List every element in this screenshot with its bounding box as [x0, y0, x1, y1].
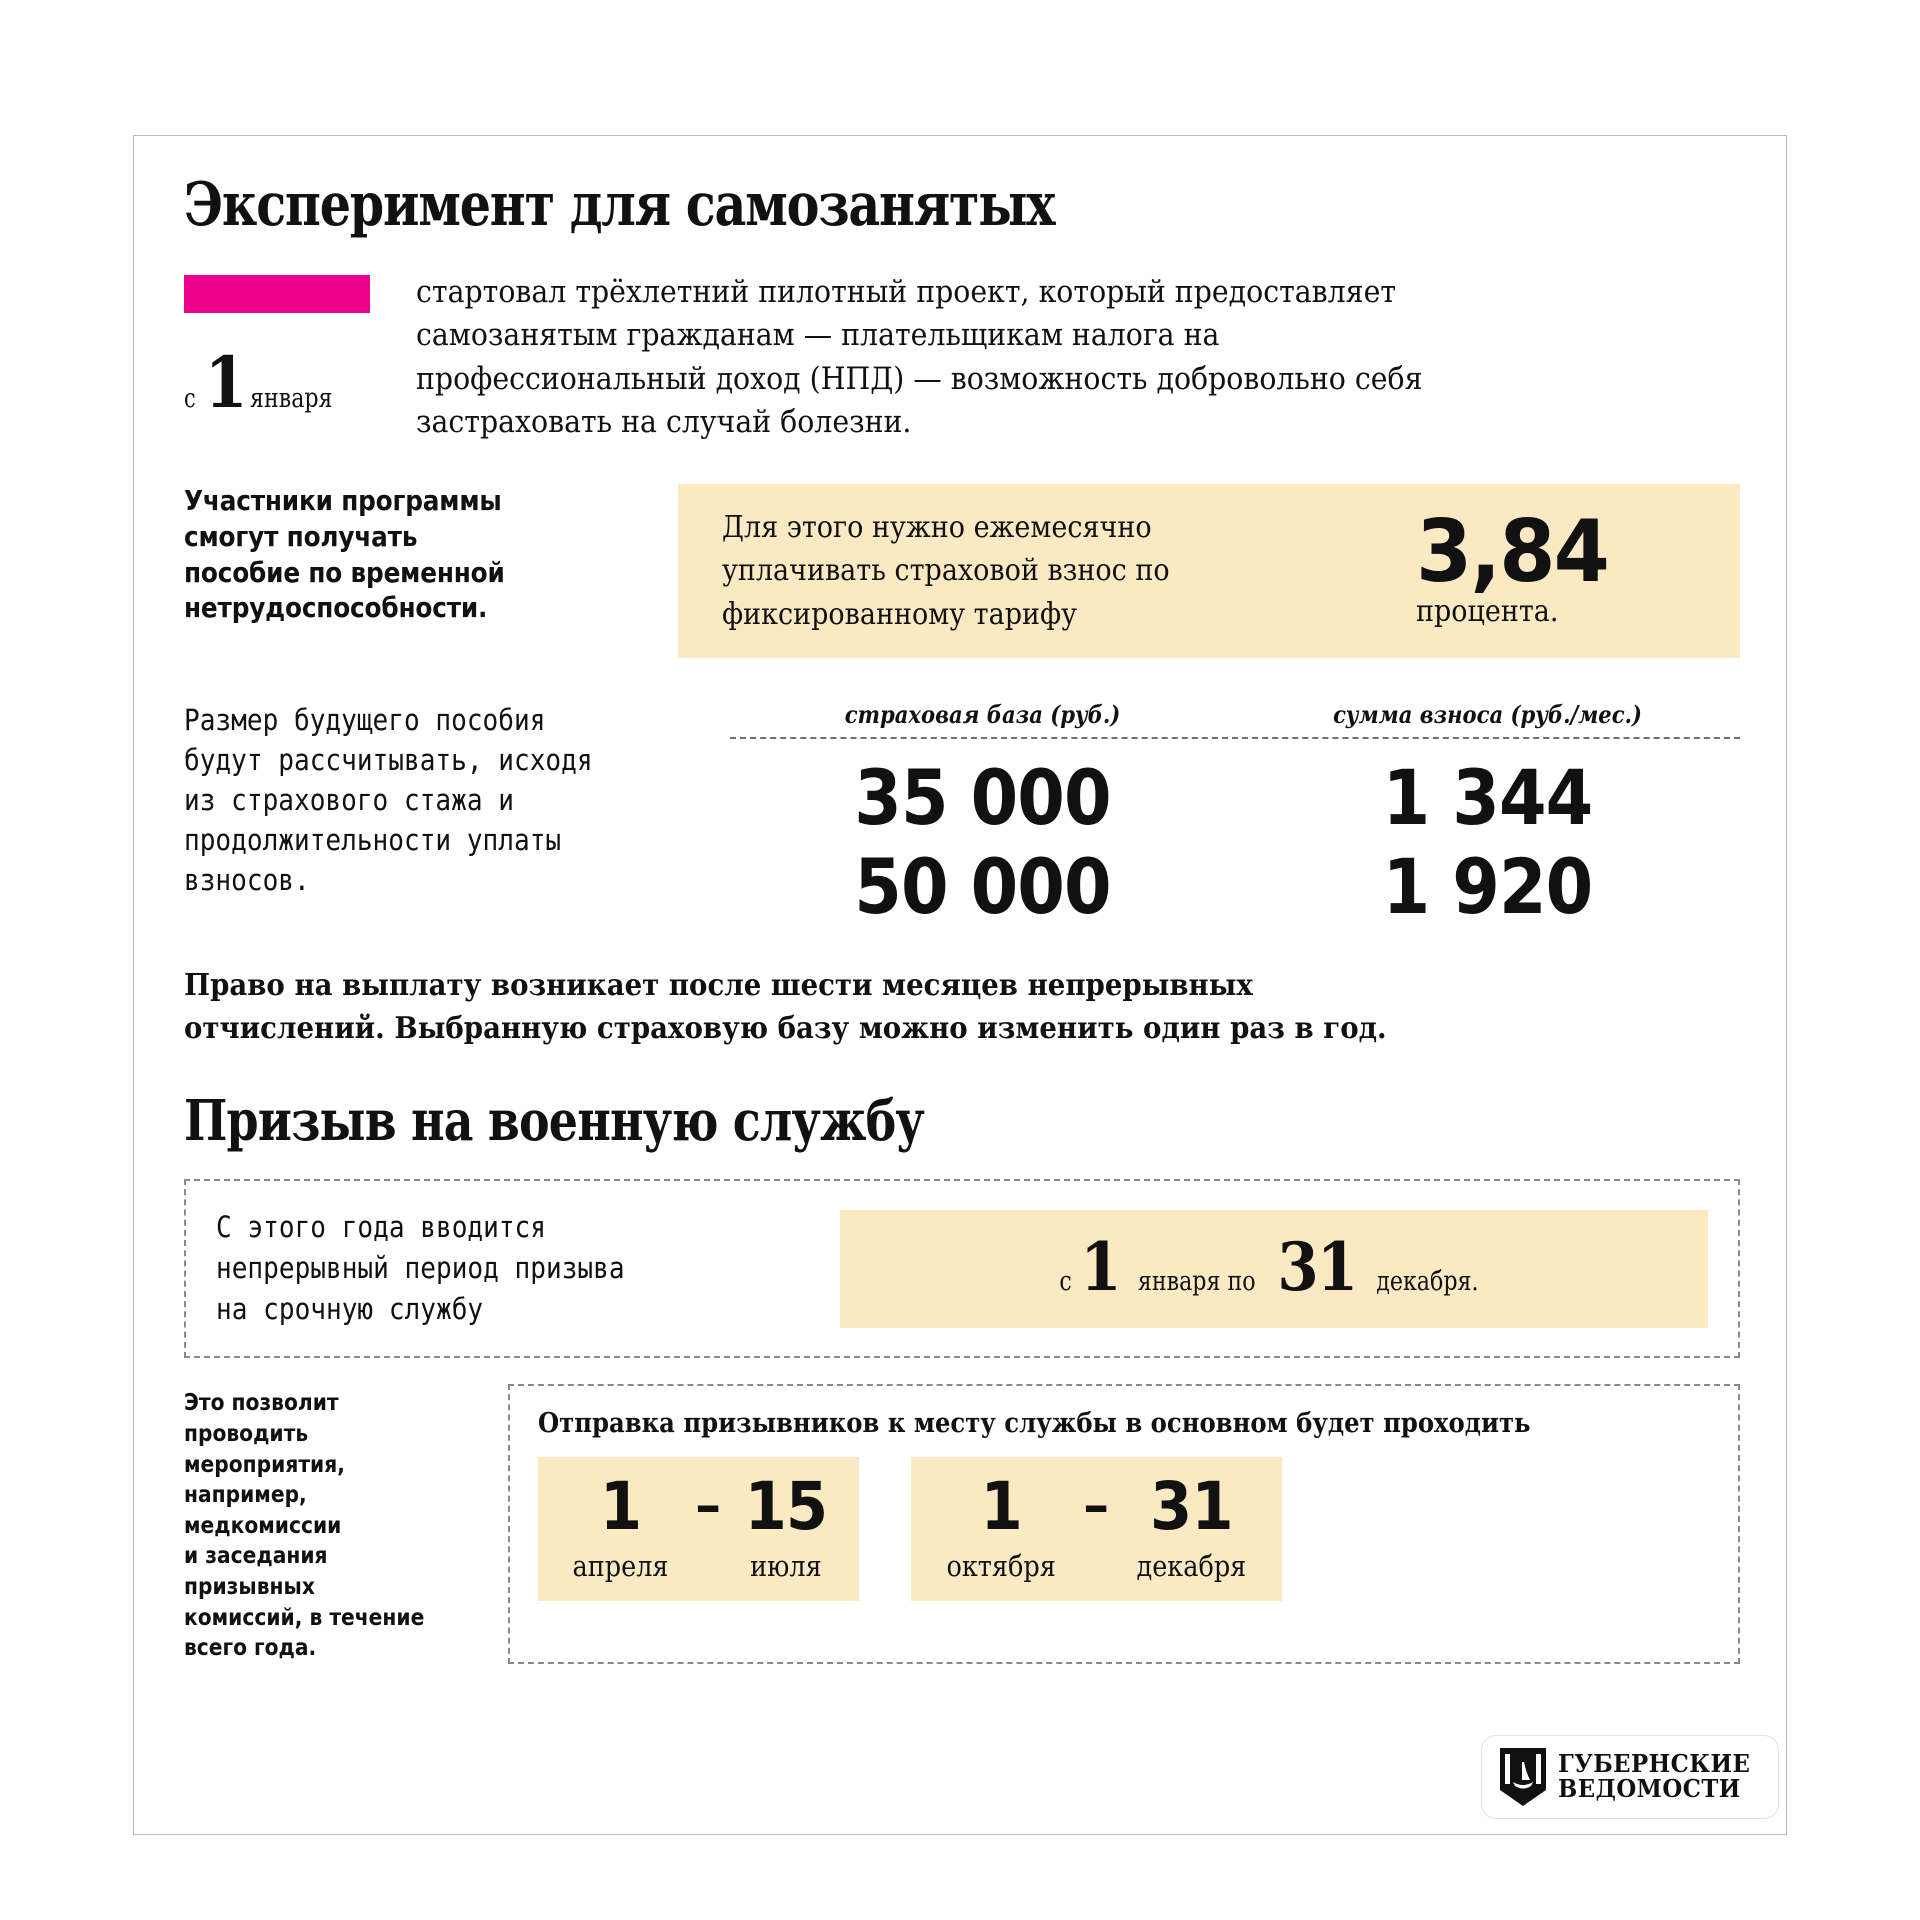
- range-end-day: 15: [744, 1468, 829, 1546]
- start-date: с 1 января: [184, 341, 416, 424]
- range-start: 1 октября: [939, 1468, 1063, 1583]
- logo-line-2: ВЕДОМОСТИ: [1557, 1774, 1741, 1803]
- range-end: 15 июля: [741, 1468, 831, 1583]
- table-cell-amount: 1 920: [1382, 841, 1594, 931]
- calc-line: продолжительности уплаты: [184, 822, 562, 857]
- card-content: Эксперимент для самозанятых с 1 января с…: [184, 166, 1740, 1814]
- table-cell-base: 50 000: [854, 841, 1111, 931]
- tariff-value-block: 3,84 процента.: [1410, 501, 1710, 630]
- dispatch-row: Это позволит проводить мероприятия, напр…: [184, 1384, 1740, 1664]
- aside-line: Это позволит проводить: [184, 1390, 339, 1448]
- logo-line-1: ГУБЕРНСКИЕ: [1557, 1749, 1750, 1779]
- range-start-month: октября: [946, 1548, 1056, 1583]
- calc-line: взносов.: [184, 862, 310, 897]
- table-header-row: страховая база (руб.) сумма взноса (руб.…: [730, 700, 1740, 737]
- intro-line: стартовал трёхлетний пилотный проект, ко…: [416, 275, 1397, 310]
- conscription-period-box: С этого года вводится непрерывный период…: [184, 1178, 1740, 1359]
- calc-line: из страхового стажа и: [184, 782, 514, 817]
- publisher-logo: ГУБЕРНСКИЕ ВЕДОМОСТИ: [1481, 1736, 1778, 1818]
- dispatch-box: Отправка призывников к месту службы в ос…: [508, 1384, 1740, 1664]
- section2-heading: Призыв на военную службу: [184, 1088, 925, 1155]
- intro-paragraph: стартовал трёхлетний пилотный проект, ко…: [416, 271, 1647, 444]
- eligibility-note: Право на выплату возникает после шести м…: [184, 965, 1739, 1050]
- range-start-day: 1: [599, 1468, 642, 1546]
- range-end-month: июля: [750, 1548, 822, 1583]
- table-row: 50 000 1 920: [730, 844, 1740, 929]
- range-end-day: 31: [1150, 1468, 1234, 1546]
- aside-line: мероприятия,: [184, 1451, 345, 1478]
- calculation-description: Размер будущего пособия будут рассчитыва…: [184, 700, 654, 900]
- benefit-tariff-row: Участники программы смогут получать посо…: [184, 484, 1740, 658]
- period-end-month: декабря.: [1376, 1265, 1479, 1297]
- period-end-day: 31: [1277, 1227, 1358, 1306]
- benefit-statement: Участники программы смогут получать посо…: [184, 484, 607, 658]
- date-number: 1: [204, 341, 247, 424]
- aside-line: и заседания призывных: [184, 1543, 328, 1600]
- tariff-line: Для этого нужно ежемесячно: [722, 510, 1152, 546]
- date-prefix: с: [184, 384, 196, 414]
- conscription-period-range: с 1 января по 31 декабря.: [1058, 1227, 1489, 1306]
- contribution-table: страховая база (руб.) сумма взноса (руб.…: [730, 700, 1740, 933]
- conscription-line: на срочную службу: [216, 1292, 484, 1327]
- range-end: 31 декабря: [1129, 1468, 1254, 1583]
- conscription-line: С этого года вводится: [216, 1209, 546, 1244]
- table-body: 35 000 1 344 50 000 1 920: [730, 755, 1740, 929]
- tariff-line: уплачивать страховой взнос по: [722, 553, 1170, 589]
- intro-line: застраховать на случай болезни.: [416, 404, 912, 440]
- tariff-line: фиксированному тарифу: [722, 596, 1078, 632]
- benefit-line: нетрудоспособности.: [184, 592, 488, 625]
- dispatch-title: Отправка призывников к месту службы в ос…: [538, 1408, 1531, 1440]
- table-divider: [730, 736, 1740, 739]
- table-header-amount: сумма взноса (руб./мес.): [1333, 699, 1642, 729]
- benefit-line: Участники программы: [184, 485, 502, 518]
- benefit-line: смогут получать: [184, 520, 418, 553]
- tariff-panel: Для этого нужно ежемесячно уплачивать ст…: [678, 484, 1740, 658]
- calc-line: будут рассчитывать, исходя: [184, 742, 593, 777]
- benefit-line: пособие по временной: [184, 556, 505, 589]
- note-line: Право на выплату возникает после шести м…: [184, 967, 1253, 1003]
- dispatch-range: 1 октября – 31 декабря: [910, 1457, 1282, 1601]
- intro-line: профессиональный доход (НПД) — возможнос…: [416, 361, 1423, 397]
- note-line: отчислений. Выбранную страховую базу мож…: [184, 1010, 1387, 1046]
- table-header-base: страховая база (руб.): [844, 699, 1121, 729]
- dispatch-ranges: 1 апреля – 15 июля 1: [538, 1457, 1710, 1601]
- conscription-line: непрерывный период призыва: [216, 1251, 625, 1286]
- aside-line: всего года.: [184, 1635, 317, 1662]
- calc-line: Размер будущего пособия: [184, 702, 546, 737]
- calculation-table-row: Размер будущего пособия будут рассчитыва…: [184, 700, 1740, 933]
- range-start: 1 апреля: [566, 1468, 675, 1583]
- range-start-month: апреля: [572, 1548, 669, 1583]
- dispatch-range: 1 апреля – 15 июля: [538, 1457, 859, 1601]
- date-badge: с 1 января: [184, 271, 416, 424]
- date-month: января: [250, 383, 333, 414]
- tariff-description: Для этого нужно ежемесячно уплачивать ст…: [722, 506, 1341, 636]
- period-start-day: 1: [1079, 1227, 1121, 1306]
- table-cell-amount: 1 344: [1382, 752, 1594, 842]
- aside-line: комиссий, в течение: [184, 1604, 425, 1631]
- period-prefix: с: [1059, 1265, 1073, 1297]
- pink-accent-bar: [184, 275, 370, 313]
- conscription-aside: Это позволит проводить мероприятия, напр…: [184, 1384, 448, 1663]
- range-dash: –: [695, 1476, 722, 1537]
- tariff-value: 3,84: [1416, 501, 1610, 602]
- table-row: 35 000 1 344: [730, 755, 1740, 840]
- conscription-period-panel: с 1 января по 31 декабря.: [840, 1209, 1708, 1328]
- coat-of-arms-icon: [1499, 1748, 1546, 1806]
- intro-block: с 1 января стартовал трёхлетний пилотный…: [184, 271, 1740, 444]
- conscription-description: С этого года вводится непрерывный период…: [216, 1207, 756, 1331]
- range-start-day: 1: [980, 1468, 1022, 1546]
- aside-line: например, медкомиссии: [184, 1482, 342, 1539]
- range-dash: –: [1083, 1476, 1110, 1537]
- intro-line: самозанятым гражданам — плательщикам нал…: [416, 318, 1220, 354]
- table-cell-base: 35 000: [854, 752, 1111, 842]
- range-end-month: декабря: [1136, 1548, 1247, 1583]
- infographic-card: Эксперимент для самозанятых с 1 января с…: [133, 135, 1787, 1835]
- section1-heading: Эксперимент для самозанятых: [184, 170, 1056, 240]
- tariff-unit: процента.: [1416, 594, 1559, 630]
- period-start-month: января по: [1138, 1265, 1257, 1297]
- logo-wordmark: ГУБЕРНСКИЕ ВЕДОМОСТИ: [1557, 1749, 1750, 1803]
